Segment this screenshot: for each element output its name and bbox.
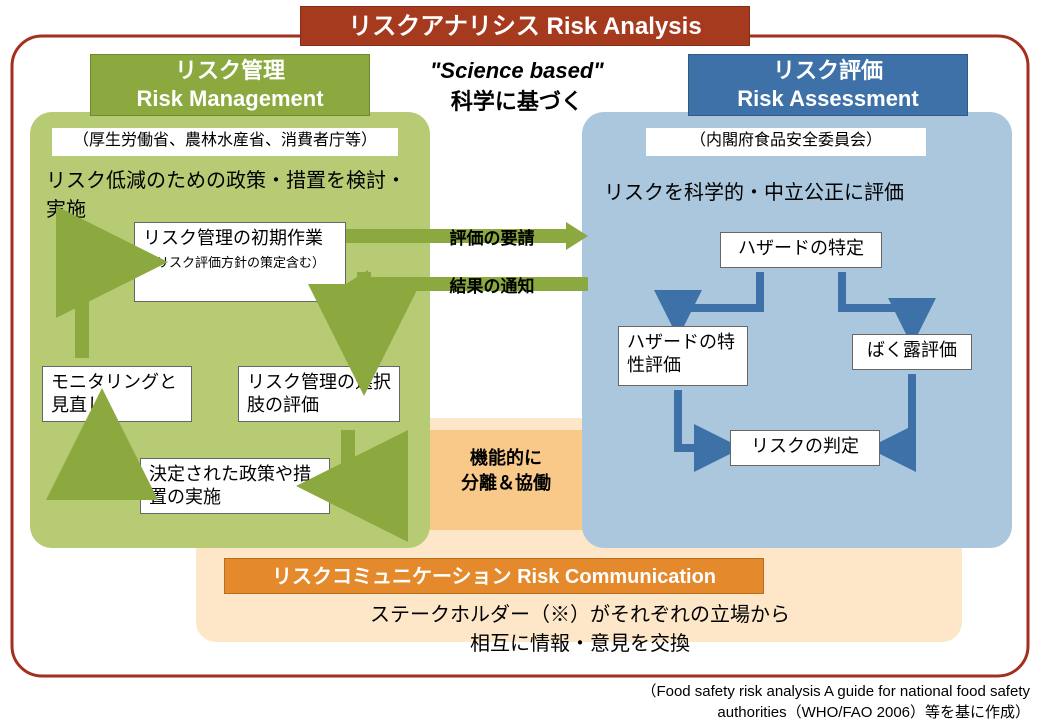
comm-l1: ステークホルダー（※）がそれぞれの立場から [220, 598, 940, 627]
assess-box-hazard-char: ハザードの特性評価 [618, 326, 748, 386]
assess-box-risk-char: リスクの判定 [730, 430, 880, 466]
foot-l1: （Food safety risk analysis A guide for n… [530, 680, 1030, 701]
footnote: （Food safety risk analysis A guide for n… [530, 680, 1030, 722]
sep-l2: 分離＆協働 [436, 471, 576, 496]
communication-desc: ステークホルダー（※）がそれぞれの立場から 相互に情報・意見を交換 [220, 598, 940, 656]
comm-l2: 相互に情報・意見を交換 [220, 627, 940, 656]
communication-header: リスクコミュニケーション Risk Communication [224, 558, 764, 594]
link-request-label: 評価の要請 [412, 224, 572, 249]
link-result-label: 結果の通知 [412, 272, 572, 297]
assess-box-exposure: ばく露評価 [852, 334, 972, 370]
sep-l1: 機能的に [436, 446, 576, 471]
separation-label: 機能的に 分離＆協働 [436, 442, 576, 500]
diagram-canvas: リスクアナリシス Risk Analysis "Science based" 科… [0, 0, 1040, 720]
foot-l2: authorities（WHO/FAO 2006）等を基に作成） [530, 701, 1030, 722]
assess-box-hazard-id: ハザードの特定 [720, 232, 882, 268]
